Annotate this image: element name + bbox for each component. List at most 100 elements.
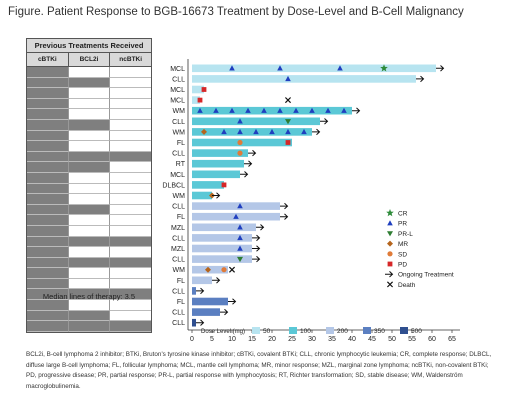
duration-bar bbox=[192, 64, 436, 73]
pr-marker bbox=[285, 75, 291, 82]
duration-bar bbox=[192, 106, 352, 115]
treatment-cell bbox=[110, 78, 152, 89]
treatment-cell bbox=[110, 141, 152, 152]
ongoing-arrow bbox=[352, 107, 361, 114]
previous-treatments-table: Previous Treatments Received cBTKi BCL2i… bbox=[26, 38, 152, 333]
treatment-cell bbox=[68, 172, 111, 184]
treatment-cell bbox=[27, 77, 69, 89]
table-row bbox=[27, 247, 152, 258]
treatment-cell bbox=[68, 98, 111, 110]
duration-bar bbox=[192, 181, 224, 189]
ongoing-arrow bbox=[244, 160, 253, 167]
treatment-cell bbox=[110, 279, 152, 290]
table-row bbox=[27, 67, 152, 78]
patient-label: MZL bbox=[171, 225, 185, 232]
ongoing-arrow bbox=[280, 202, 289, 210]
ongoing-arrow bbox=[196, 319, 205, 326]
table-row bbox=[27, 289, 152, 301]
treatment-cell bbox=[27, 247, 69, 258]
treatment-cell bbox=[27, 141, 69, 152]
dose-legend-title: Dose Level (mg) bbox=[201, 329, 245, 335]
pr-marker bbox=[269, 128, 275, 135]
duration-bar bbox=[192, 223, 256, 232]
treatment-cell bbox=[110, 88, 152, 99]
ongoing-arrow bbox=[228, 298, 237, 305]
ongoing-arrow bbox=[312, 128, 321, 136]
treatment-cell bbox=[110, 184, 152, 195]
treatment-cell bbox=[110, 194, 152, 205]
treatment-cell bbox=[27, 257, 69, 269]
treatment-cell bbox=[110, 215, 152, 226]
treatment-cell bbox=[68, 77, 111, 89]
death-marker bbox=[228, 266, 236, 273]
patient-label: WM bbox=[173, 129, 186, 136]
duration-bar bbox=[192, 85, 204, 94]
legend-pd-icon bbox=[387, 261, 393, 267]
pr-marker bbox=[261, 107, 267, 113]
x-tick-label: 30 bbox=[308, 336, 316, 343]
treatment-cell bbox=[27, 225, 69, 237]
legend-ongoing-label: Ongoing Treatment bbox=[398, 272, 454, 279]
treatment-cell bbox=[27, 204, 69, 216]
x-tick-label: 45 bbox=[368, 336, 376, 343]
x-tick-label: 10 bbox=[228, 336, 236, 343]
pr-marker bbox=[309, 107, 315, 113]
table-row bbox=[27, 257, 152, 269]
treatment-cell bbox=[68, 119, 111, 131]
duration-bar bbox=[192, 128, 312, 136]
x-tick-label: 25 bbox=[288, 336, 296, 343]
sd-marker bbox=[237, 139, 243, 146]
treatment-cell bbox=[27, 67, 69, 78]
duration-bar bbox=[192, 170, 240, 179]
x-tick-label: 0 bbox=[190, 336, 194, 343]
table-row bbox=[27, 141, 152, 152]
treatment-cell bbox=[110, 109, 152, 120]
pr-marker bbox=[341, 107, 347, 113]
patient-label: WM bbox=[173, 108, 186, 115]
treatment-cell bbox=[110, 311, 152, 322]
treatment-cell bbox=[110, 162, 152, 173]
pr-marker bbox=[229, 107, 235, 113]
treatment-cell bbox=[27, 88, 69, 99]
ongoing-arrow bbox=[196, 287, 205, 295]
table-row bbox=[27, 151, 152, 163]
duration-bar bbox=[192, 202, 280, 210]
treatment-cell bbox=[27, 151, 69, 163]
ongoing-arrow bbox=[240, 171, 249, 178]
dose-legend-label-350: 350 bbox=[374, 328, 385, 335]
ongoing-arrow bbox=[256, 224, 265, 231]
treatment-cell bbox=[110, 131, 152, 142]
patient-label: CLL bbox=[172, 288, 185, 295]
pr-marker bbox=[237, 234, 243, 241]
ongoing-arrow bbox=[280, 213, 289, 220]
legend-pd-label: PD bbox=[398, 262, 407, 269]
treatment-cell bbox=[68, 247, 111, 258]
pr-marker bbox=[277, 107, 283, 113]
treatment-cell bbox=[110, 268, 152, 279]
treatment-cell bbox=[110, 173, 152, 184]
duration-bar bbox=[192, 159, 244, 168]
column-header-bcl2i: BCL2i bbox=[69, 53, 111, 66]
pr-marker bbox=[253, 128, 259, 135]
treatment-cell bbox=[110, 120, 152, 131]
table-title: Previous Treatments Received bbox=[27, 39, 151, 53]
table-row bbox=[27, 194, 152, 205]
treatment-cell bbox=[27, 268, 69, 279]
table-row bbox=[27, 88, 152, 99]
treatment-cell bbox=[68, 151, 111, 163]
table-row bbox=[27, 278, 152, 290]
treatment-cell bbox=[27, 119, 69, 131]
table-row bbox=[27, 98, 152, 110]
treatment-cell bbox=[27, 109, 69, 120]
treatment-cell bbox=[27, 172, 69, 184]
ongoing-arrow bbox=[320, 118, 329, 125]
dose-legend-swatch-50 bbox=[252, 327, 260, 334]
legend-sd-label: SD bbox=[398, 251, 407, 258]
treatment-cell bbox=[27, 183, 69, 195]
pr-marker bbox=[245, 107, 251, 113]
ongoing-arrow bbox=[252, 245, 261, 252]
duration-bar bbox=[192, 117, 320, 126]
patient-label: MCL bbox=[170, 98, 185, 105]
pr-marker bbox=[285, 128, 291, 135]
patient-label: CLL bbox=[172, 235, 185, 242]
